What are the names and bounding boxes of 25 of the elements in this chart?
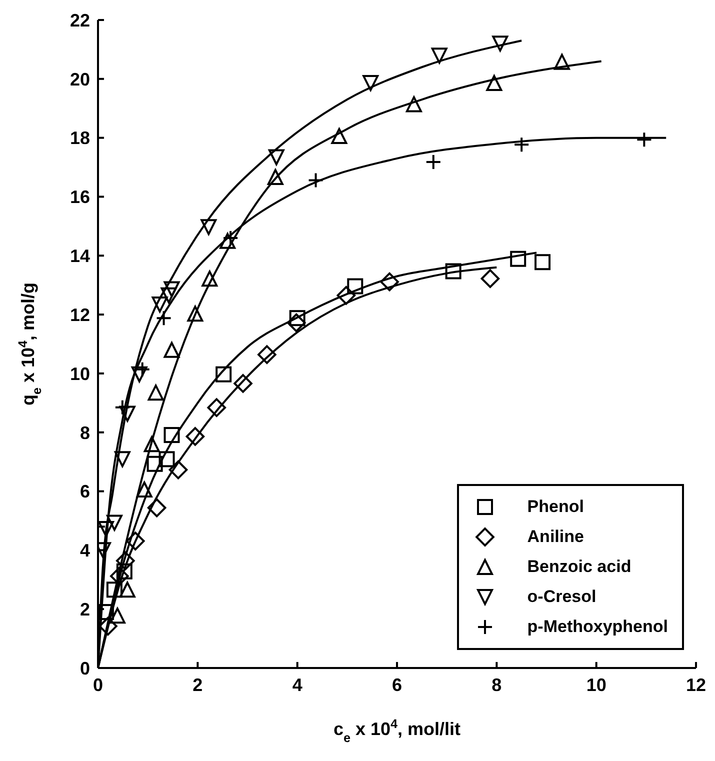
- y-tick-label: 14: [70, 246, 90, 266]
- y-tick-label: 2: [80, 599, 90, 620]
- x-tick-label: 2: [192, 674, 203, 695]
- legend-label: Benzoic acid: [527, 557, 632, 577]
- y-tick-label: 12: [70, 304, 90, 325]
- legend-label: Aniline: [527, 527, 584, 547]
- x-tick-label: 6: [392, 674, 402, 695]
- x-tick-label: 8: [492, 674, 502, 695]
- y-tick-label: 10: [70, 364, 90, 384]
- legend-label: Phenol: [527, 497, 584, 517]
- x-tick-label: 10: [586, 674, 606, 695]
- x-tick-label: 0: [92, 674, 104, 695]
- y-tick-label: 8: [80, 422, 90, 443]
- y-tick-label: 18: [70, 128, 90, 148]
- y-tick-label: 22: [70, 10, 90, 30]
- y-tick-label: 0: [80, 658, 90, 678]
- x-tick-label: 4: [292, 674, 302, 695]
- y-tick-label: 6: [80, 482, 90, 502]
- y-tick-label: 4: [80, 540, 90, 561]
- x-axis-title: c$_{e}$ x 10$^{4}$, mol/lit: [333, 717, 461, 745]
- x-tick-label: 12: [686, 674, 706, 695]
- legend-label: p-Methoxyphenol: [527, 617, 668, 637]
- y-tick-label: 16: [70, 187, 90, 208]
- legend-label: o-Cresol: [527, 587, 596, 607]
- y-tick-label: 20: [70, 69, 90, 90]
